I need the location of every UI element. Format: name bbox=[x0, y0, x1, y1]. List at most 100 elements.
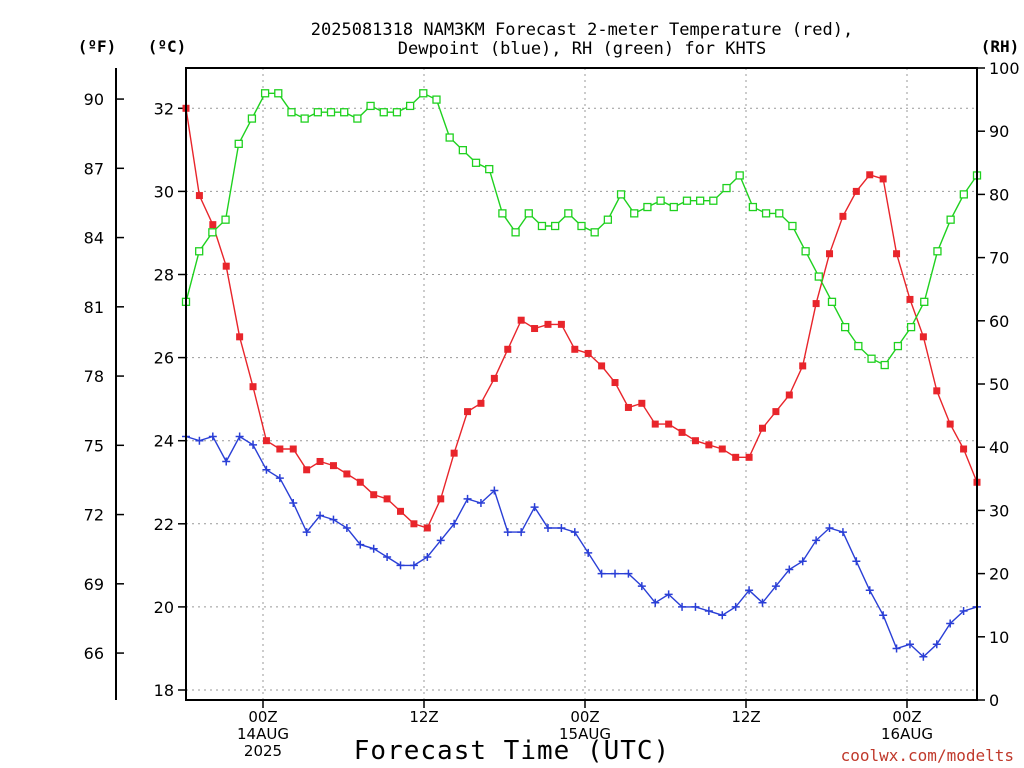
celsius-tick-label: 20 bbox=[154, 598, 174, 617]
rh-point bbox=[379, 108, 388, 117]
rh-point bbox=[550, 221, 560, 231]
temperature-point bbox=[906, 295, 914, 303]
dewpoint-point bbox=[329, 515, 338, 524]
dewpoint-point bbox=[409, 561, 418, 570]
dewpoint-point bbox=[517, 528, 526, 537]
temperature-point bbox=[758, 424, 766, 432]
rh-tick-label: 60 bbox=[989, 312, 1009, 331]
temperature-point bbox=[611, 379, 619, 387]
rh-point bbox=[854, 341, 863, 351]
celsius-tick-label: 22 bbox=[154, 515, 174, 534]
time-tick-label: 12Z bbox=[731, 708, 760, 726]
temperature-point bbox=[812, 300, 820, 308]
dewpoint-point bbox=[289, 499, 298, 508]
dewpoint-point bbox=[316, 511, 325, 520]
rh-unit-label: (RH) bbox=[981, 37, 1020, 56]
dewpoint-point bbox=[557, 523, 566, 532]
rh-tick-label: 0 bbox=[989, 691, 999, 710]
data-series bbox=[181, 89, 982, 661]
time-tick-label: 14AUG bbox=[237, 725, 289, 743]
dewpoint-point bbox=[490, 486, 499, 495]
temperature-point bbox=[437, 495, 445, 503]
temperature-point bbox=[785, 391, 793, 399]
dewpoint-point bbox=[584, 548, 593, 557]
rh-point bbox=[234, 139, 243, 148]
rh-tick-label: 90 bbox=[989, 122, 1009, 141]
rh-point bbox=[946, 215, 955, 224]
rh-point bbox=[471, 158, 481, 167]
dewpoint-point bbox=[222, 457, 231, 466]
rh-point bbox=[959, 190, 968, 199]
dewpoint-point bbox=[932, 640, 941, 649]
dewpoint-point bbox=[745, 586, 754, 595]
rh-tick-label: 100 bbox=[989, 59, 1020, 78]
fahrenheit-tick-label: 78 bbox=[84, 367, 104, 386]
time-tick-label: 15AUG bbox=[559, 725, 611, 743]
rh-point bbox=[827, 297, 837, 306]
dewpoint-point bbox=[651, 598, 660, 607]
dewpoint-point bbox=[369, 544, 378, 553]
temperature-point bbox=[772, 408, 780, 416]
rh-point bbox=[366, 101, 375, 111]
rh-point bbox=[669, 202, 678, 212]
fahrenheit-tick-label: 75 bbox=[84, 436, 104, 455]
rh-point bbox=[590, 228, 599, 237]
temperature-point bbox=[504, 345, 512, 353]
rh-point bbox=[748, 202, 758, 212]
chart-title-line-1: 2025081318 NAM3KM Forecast 2-meter Tempe… bbox=[311, 20, 853, 40]
temperature-point bbox=[236, 333, 244, 341]
dewpoint-point bbox=[704, 607, 713, 616]
temperature-point bbox=[584, 349, 592, 357]
temperature-point bbox=[732, 453, 740, 461]
dewpoint-point bbox=[852, 557, 861, 566]
temperature-point bbox=[517, 316, 525, 324]
dewpoint-point bbox=[946, 619, 955, 628]
dewpoint-point bbox=[436, 536, 445, 545]
fahrenheit-tick-label: 69 bbox=[84, 575, 104, 594]
rh-point bbox=[761, 209, 771, 218]
rh-point bbox=[893, 341, 903, 351]
temperature-point bbox=[209, 221, 217, 229]
rh-point bbox=[195, 247, 204, 256]
dewpoint-point bbox=[275, 474, 284, 483]
time-tick-label: 00Z bbox=[570, 708, 599, 726]
temperature-point bbox=[598, 362, 606, 370]
temperature-point bbox=[343, 470, 351, 478]
temperature-point bbox=[946, 420, 954, 428]
dewpoint-point bbox=[892, 644, 901, 653]
rh-point bbox=[221, 215, 230, 224]
dewpoint-point bbox=[396, 561, 405, 570]
temperature-point bbox=[839, 212, 847, 220]
rh-point bbox=[458, 146, 468, 155]
dewpoint-point bbox=[959, 607, 968, 616]
temperature-point bbox=[852, 187, 860, 195]
rh-point bbox=[274, 89, 283, 98]
temperature-point bbox=[691, 437, 699, 445]
temperature-point bbox=[799, 362, 807, 370]
rh-axis: 0 10 20 30 40 50 60 70 80 90 100 bbox=[977, 59, 1020, 710]
fahrenheit-axis: 66 69 72 75 78 81 84 87 90 bbox=[84, 68, 124, 700]
temperature-point bbox=[651, 420, 659, 428]
dewpoint-point bbox=[812, 536, 821, 545]
rh-point bbox=[643, 202, 652, 212]
temperature-point bbox=[195, 192, 203, 200]
dewpoint-point bbox=[356, 540, 365, 549]
dewpoint-point bbox=[543, 523, 552, 532]
rh-point bbox=[340, 108, 349, 117]
rh-point bbox=[867, 354, 876, 363]
rh-point bbox=[524, 209, 533, 218]
dewpoint-point bbox=[611, 569, 620, 578]
rh-point bbox=[564, 209, 573, 218]
rh-point bbox=[788, 221, 797, 231]
temperature-point bbox=[718, 445, 726, 453]
dewpoint-point bbox=[637, 582, 646, 591]
x-axis-label: Forecast Time (UTC) bbox=[354, 736, 670, 766]
dewpoint-point bbox=[919, 652, 928, 661]
dewpoint-point bbox=[731, 602, 740, 611]
dewpoint-point bbox=[597, 569, 606, 578]
rh-point bbox=[906, 322, 916, 332]
temperature-point bbox=[383, 495, 391, 503]
dewpoint-point bbox=[624, 569, 633, 578]
rh-point bbox=[775, 209, 784, 218]
